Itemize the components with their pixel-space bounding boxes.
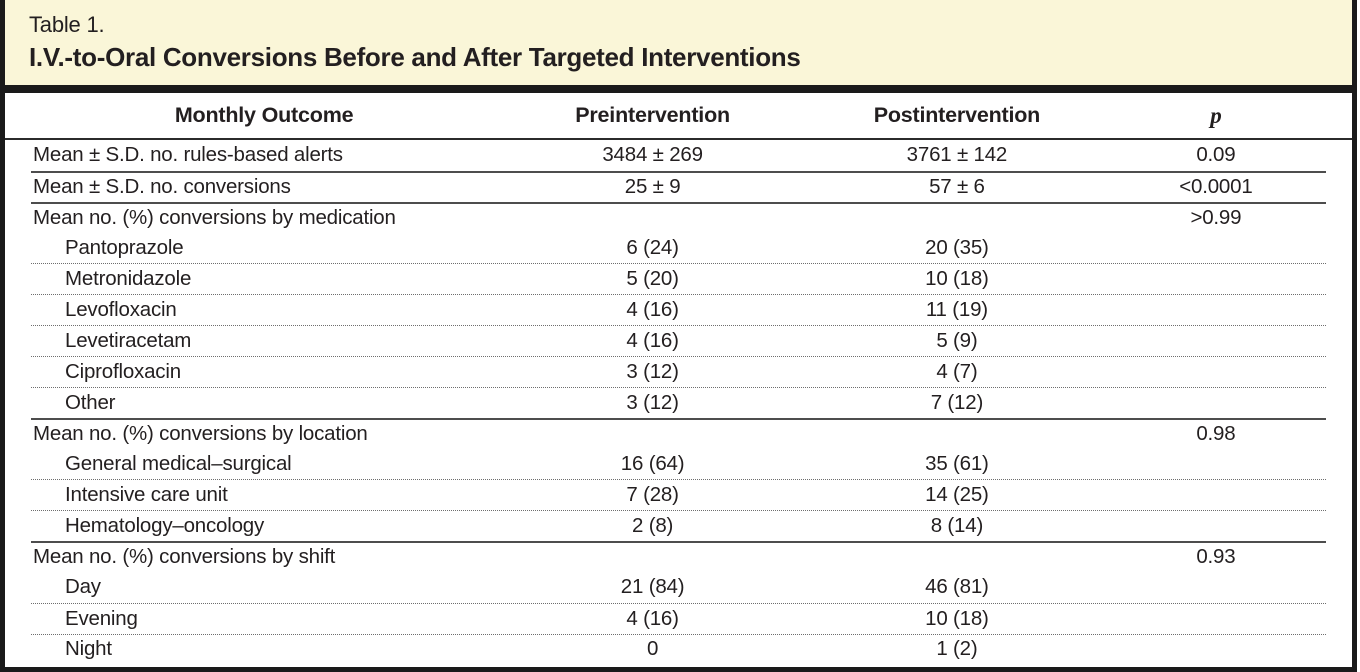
outcome-cell: Mean no. (%) conversions by shift xyxy=(33,545,336,569)
table-title: I.V.-to-Oral Conversions Before and Afte… xyxy=(29,42,801,72)
postintervention-cell: 3761 ± 142 xyxy=(906,143,1008,167)
postintervention-cell: 7 (12) xyxy=(930,390,984,414)
outcome-cell: Metronidazole xyxy=(65,267,192,291)
table-row: Other 3 (12) 7 (12) xyxy=(31,386,1326,418)
table-row: Mean ± S.D. no. conversions 25 ± 9 57 ± … xyxy=(31,170,1326,202)
outcome-cell: General medical–surgical xyxy=(65,451,292,475)
table-body: Mean ± S.D. no. rules-based alerts 3484 … xyxy=(5,140,1352,667)
outcome-cell: Mean no. (%) conversions by location xyxy=(33,422,368,446)
column-header-preintervention: Preintervention xyxy=(575,103,730,127)
preintervention-cell: 6 (24) xyxy=(626,235,679,259)
outcome-cell: Night xyxy=(65,637,112,661)
preintervention-cell: 25 ± 9 xyxy=(624,175,681,199)
table-row: Pantoprazole 6 (24) 20 (35) xyxy=(31,233,1326,264)
table-row: Levetiracetam 4 (16) 5 (9) xyxy=(31,325,1326,356)
table-row: Day 21 (84) 46 (81) xyxy=(31,572,1326,603)
table-caption-band: Table 1. I.V.-to-Oral Conversions Before… xyxy=(5,0,1352,93)
preintervention-cell: 3 (12) xyxy=(626,390,679,414)
preintervention-cell: 3484 ± 269 xyxy=(602,143,703,167)
preintervention-cell: 16 (64) xyxy=(620,451,685,475)
preintervention-cell: 4 (16) xyxy=(626,606,679,630)
table-row: Evening 4 (16) 10 (18) xyxy=(31,602,1326,634)
outcome-cell: Intensive care unit xyxy=(65,483,228,507)
postintervention-cell: 8 (14) xyxy=(930,514,984,538)
p-value-cell: 0.09 xyxy=(1196,143,1236,167)
preintervention-cell: 5 (20) xyxy=(626,267,679,291)
postintervention-cell: 11 (19) xyxy=(925,298,988,322)
postintervention-cell: 35 (61) xyxy=(925,451,989,475)
preintervention-cell: 4 (16) xyxy=(626,298,679,322)
table-row: Mean ± S.D. no. rules-based alerts 3484 … xyxy=(31,140,1326,171)
outcome-cell: Mean ± S.D. no. conversions xyxy=(33,175,291,199)
postintervention-cell: 14 (25) xyxy=(925,483,989,507)
column-header-monthly-outcome: Monthly Outcome xyxy=(174,103,354,127)
postintervention-cell: 1 (2) xyxy=(936,637,978,661)
table-row: Hematology–oncology 2 (8) 8 (14) xyxy=(31,510,1326,541)
table-row: General medical–surgical 16 (64) 35 (61) xyxy=(31,448,1326,479)
postintervention-cell: 10 (18) xyxy=(925,606,989,630)
outcome-cell: Evening xyxy=(65,606,138,630)
postintervention-cell: 4 (7) xyxy=(936,359,978,383)
p-value-cell: >0.99 xyxy=(1190,206,1242,230)
outcome-cell: Pantoprazole xyxy=(65,235,184,259)
table-row: Metronidazole 5 (20) 10 (18) xyxy=(31,263,1326,294)
outcome-cell: Mean ± S.D. no. rules-based alerts xyxy=(33,143,343,167)
outcome-cell: Mean no. (%) conversions by medication xyxy=(33,206,396,230)
postintervention-cell: 5 (9) xyxy=(936,328,978,352)
table-row: Levofloxacin 4 (16) 11 (19) xyxy=(31,294,1326,325)
postintervention-cell: 10 (18) xyxy=(925,267,989,291)
outcome-cell: Levetiracetam xyxy=(65,328,192,352)
postintervention-cell: 57 ± 6 xyxy=(929,175,985,199)
outcome-cell: Levofloxacin xyxy=(65,298,177,322)
table-number-label: Table 1. xyxy=(29,12,105,37)
preintervention-cell: 7 (28) xyxy=(626,483,679,507)
preintervention-cell: 0 xyxy=(646,637,659,661)
column-header-postintervention: Postintervention xyxy=(873,103,1041,127)
outcome-cell: Other xyxy=(65,390,116,414)
table-row: Mean no. (%) conversions by location 0.9… xyxy=(31,417,1326,449)
preintervention-cell: 2 (8) xyxy=(632,514,674,538)
p-value-cell: 0.98 xyxy=(1196,422,1236,446)
table-row: Mean no. (%) conversions by medication >… xyxy=(31,201,1326,233)
postintervention-cell: 20 (35) xyxy=(925,235,989,259)
column-header-p-value: p xyxy=(1210,102,1222,128)
table-row: Intensive care unit 7 (28) 14 (25) xyxy=(31,479,1326,510)
preintervention-cell: 21 (84) xyxy=(620,575,685,599)
outcome-cell: Hematology–oncology xyxy=(65,514,265,538)
outcome-cell: Day xyxy=(65,575,101,599)
p-value-cell: 0.93 xyxy=(1196,545,1236,569)
p-value-cell: <0.0001 xyxy=(1179,175,1253,199)
outcome-cell: Ciprofloxacin xyxy=(65,359,181,383)
preintervention-cell: 3 (12) xyxy=(626,359,679,383)
preintervention-cell: 4 (16) xyxy=(626,328,679,352)
table-row: Ciprofloxacin 3 (12) 4 (7) xyxy=(31,355,1326,387)
column-header-row: Monthly Outcome Preintervention Postinte… xyxy=(5,93,1352,140)
table-row: Night 0 1 (2) xyxy=(31,633,1326,665)
postintervention-cell: 46 (81) xyxy=(925,575,989,599)
table-row: Mean no. (%) conversions by shift 0.93 xyxy=(31,540,1326,572)
